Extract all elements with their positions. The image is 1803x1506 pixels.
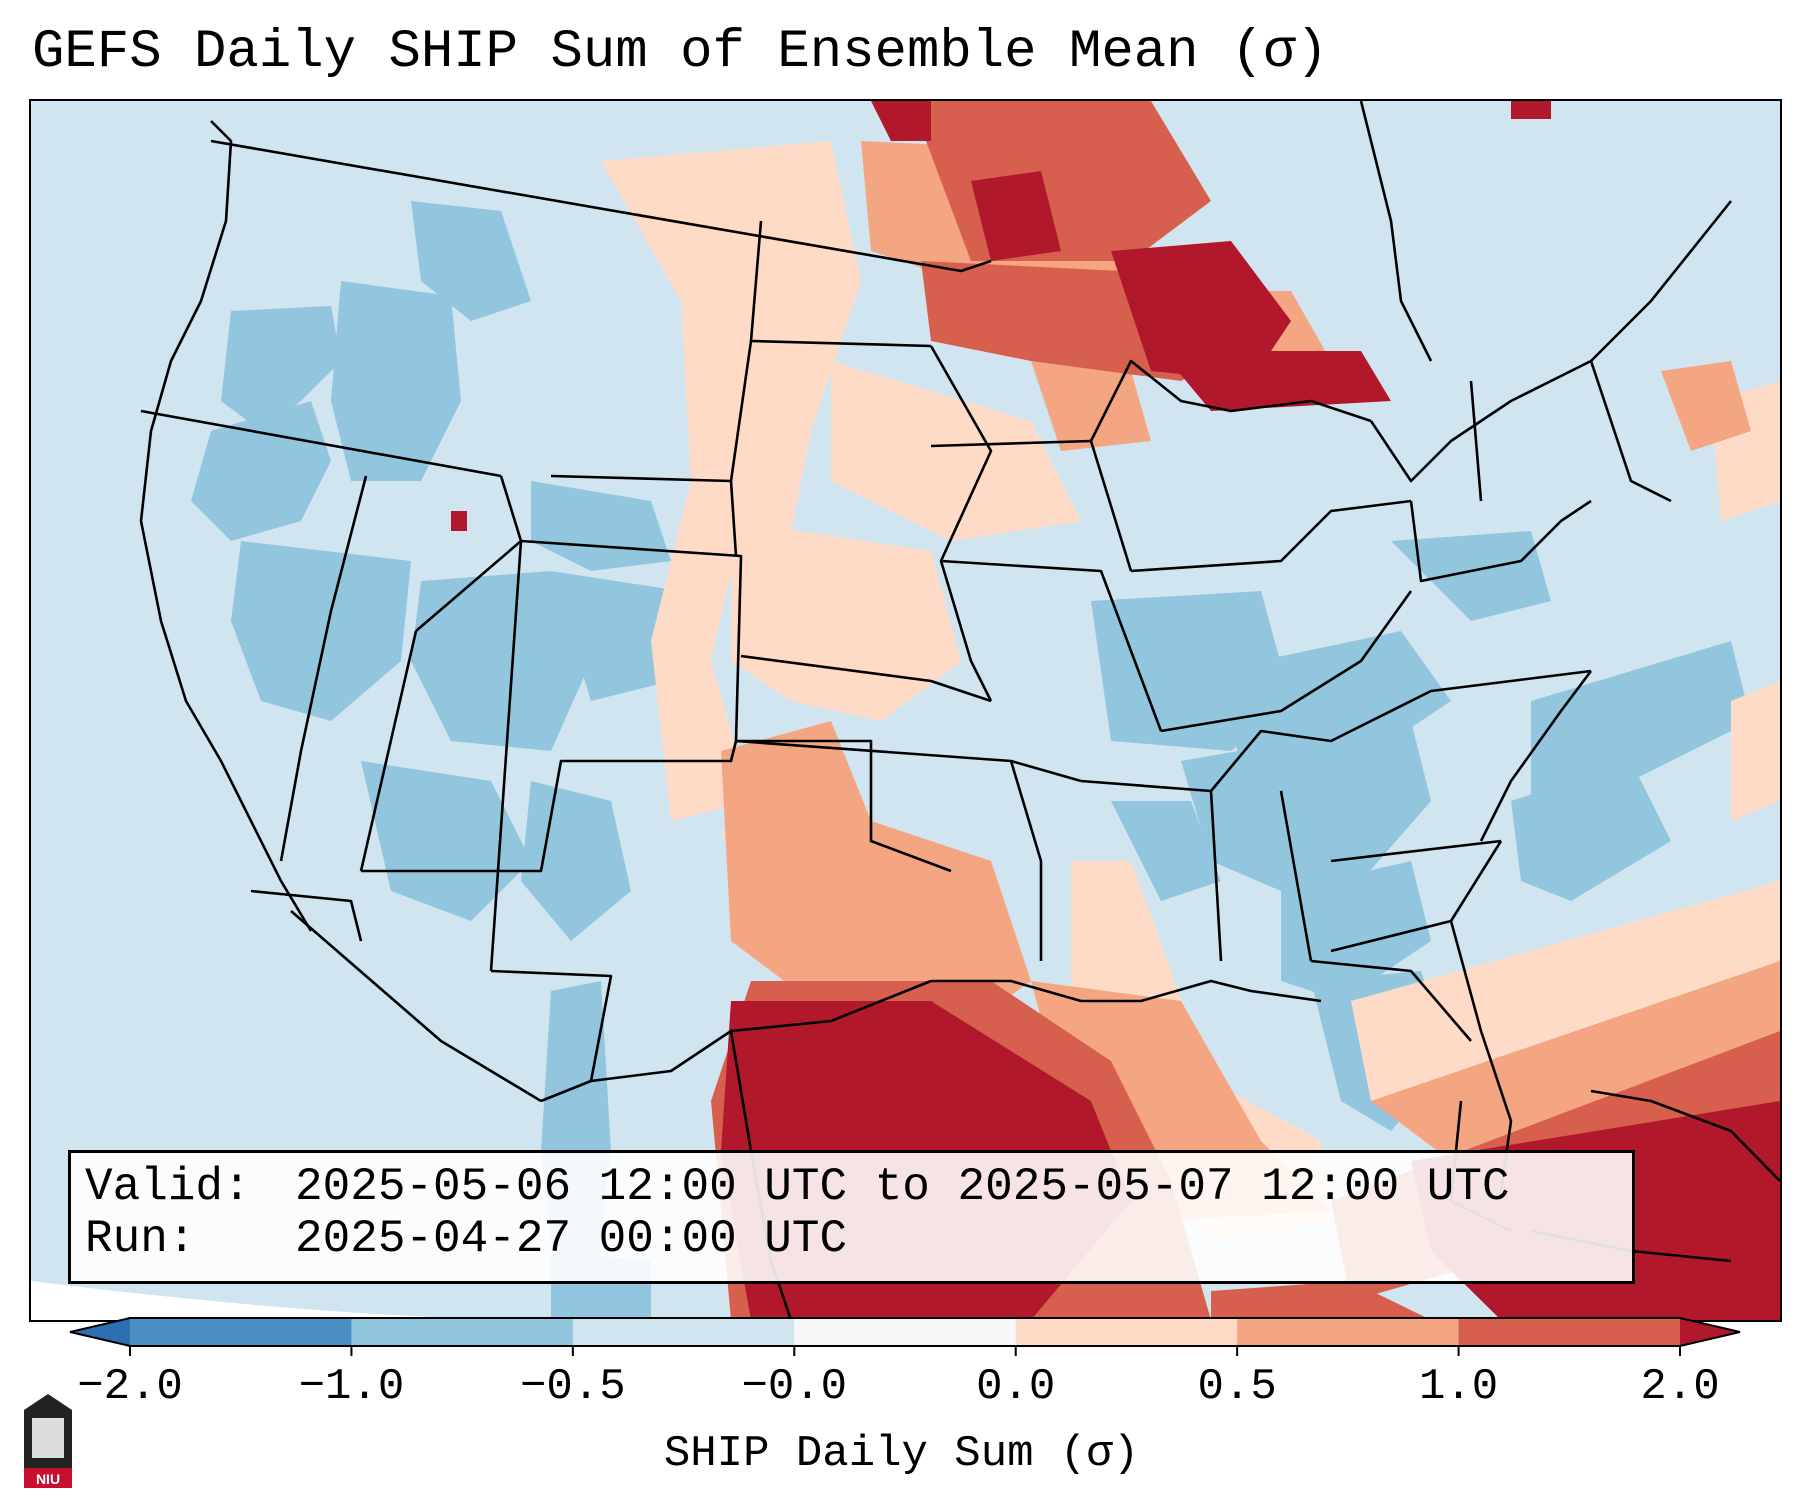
colorbar-tick-label: −2.0 — [77, 1362, 183, 1412]
colorbar-bin — [794, 1318, 1017, 1346]
projection-edge — [31, 1281, 731, 1320]
colorbar-tick-label: 1.0 — [1418, 1362, 1499, 1412]
validity-info-box: Valid: 2025-05-06 12:00 UTC to 2025-05-07… — [68, 1150, 1635, 1284]
logo-text: NIU — [36, 1471, 60, 1487]
colorbar-extend-low — [70, 1318, 130, 1346]
colorbar-tick-label: 0.0 — [976, 1362, 1056, 1412]
valid-value: 2025-05-06 12:00 UTC to 2025-05-07 12:00… — [295, 1161, 1510, 1213]
colorbar-svg — [69, 1317, 1741, 1356]
colorbar-bin — [1458, 1318, 1681, 1346]
figure-title: GEFS Daily SHIP Sum of Ensemble Mean (σ) — [32, 22, 1329, 83]
valid-label: Valid: — [85, 1161, 251, 1213]
run-label: Run: — [85, 1213, 196, 1265]
below-normal-areas — [191, 201, 1751, 1320]
colorbar-tick-label: −0.0 — [741, 1362, 848, 1412]
colorbar-tick-label: 2.0 — [1640, 1362, 1720, 1412]
colorbar — [69, 1317, 1741, 1356]
colorbar-bin — [130, 1318, 352, 1346]
colorbar-tick-label: 0.5 — [1197, 1362, 1277, 1412]
colorbar-label: SHIP Daily Sum (σ) — [663, 1429, 1140, 1479]
run-value: 2025-04-27 00:00 UTC — [295, 1213, 848, 1265]
colorbar-bin — [1015, 1318, 1238, 1346]
valid-time-line: Valid: 2025-05-06 12:00 UTC to 2025-05-07… — [85, 1161, 1510, 1213]
run-time-line: Run: 2025-04-27 00:00 UTC — [85, 1213, 847, 1265]
niu-logo-icon: NIU — [24, 1394, 72, 1488]
colorbar-bin — [572, 1318, 795, 1346]
map-panel — [29, 99, 1782, 1322]
colorbar-tick-label: −1.0 — [298, 1362, 405, 1412]
state-borders — [139, 101, 1780, 1320]
colorbar-bin — [351, 1318, 574, 1346]
logo-banner — [24, 1468, 72, 1488]
map-svg — [31, 101, 1780, 1320]
logo-window — [32, 1418, 64, 1458]
colorbar-bin — [1237, 1318, 1460, 1346]
colorbar-tick-label: −0.5 — [520, 1362, 626, 1412]
colorbar-extend-high — [1680, 1318, 1740, 1346]
